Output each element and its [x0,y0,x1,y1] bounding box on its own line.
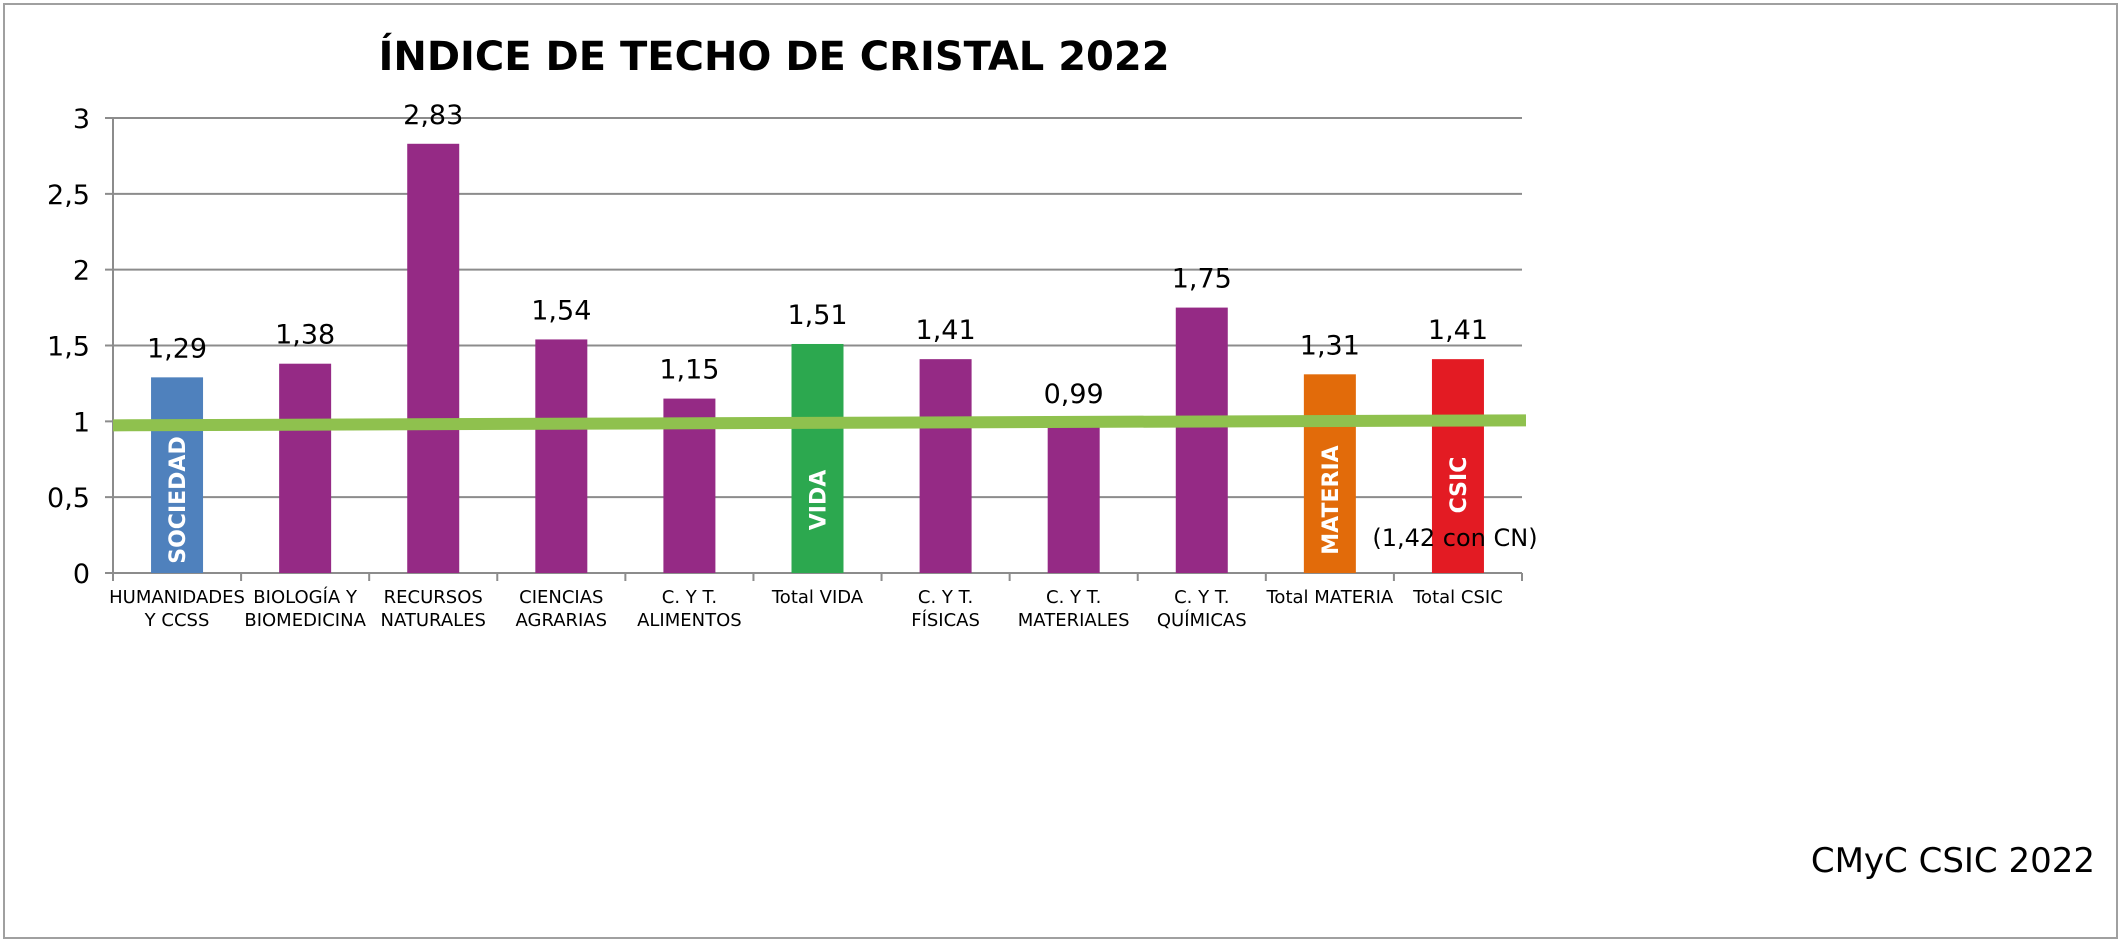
x-category-label: AGRARIAS [516,610,608,631]
x-category-label: C. Y T. [918,587,973,608]
bar-inner-label: CSIC [1447,457,1472,514]
footer-credit: CMyC CSIC 2022 [1811,841,2095,881]
x-category-label: BIOLOGÍA Y [253,586,358,608]
bar [1431,359,1484,573]
data-label: 2,83 [403,100,463,131]
data-label: 1,75 [1172,264,1232,295]
x-category-label: Total CSIC [1412,587,1503,608]
data-label: 1,41 [1428,315,1488,346]
y-tick-label: 0,5 [47,483,90,514]
y-tick-label: 2,5 [47,180,90,211]
data-label: 1,38 [275,320,335,351]
bar-inner-label: VIDA [807,470,832,531]
x-category-label: FÍSICAS [911,609,980,631]
y-tick-label: 3 [73,104,90,135]
bar [279,363,332,573]
bar [1047,422,1100,573]
bar [1303,374,1356,573]
x-category-label: Total MATERIA [1266,587,1394,608]
data-label: 0,99 [1044,379,1104,410]
x-category-label: C. Y T. [1174,587,1229,608]
bar-inner-label: MATERIA [1319,445,1344,554]
chart-frame [3,3,2118,939]
x-category-label: HUMANIDADES [109,587,245,608]
x-category-label: ALIMENTOS [637,610,742,631]
bar [151,377,204,573]
data-label: 1,15 [659,355,719,386]
x-category-label: CIENCIAS [519,587,603,608]
y-tick-label: 1,5 [47,332,90,363]
bar [791,343,844,573]
x-category-label: C. Y T. [1046,587,1101,608]
y-tick-label: 0 [73,559,90,590]
x-category-label: Total VIDA [771,587,864,608]
x-category-label: QUÍMICAS [1157,609,1247,631]
x-category-label: NATURALES [380,610,485,631]
data-label: 1,54 [531,295,591,326]
bar [407,143,460,574]
y-tick-label: 2 [73,256,90,287]
x-category-label: RECURSOS [384,587,483,608]
annotation-text: (1,42 con CN) [1372,524,1537,552]
data-label: 1,29 [147,333,207,364]
reference-line [112,414,1527,432]
bar [535,339,588,573]
x-category-label: MATERIALES [1018,610,1130,631]
bar-inner-label: SOCIEDAD [166,436,191,563]
data-label: 1,51 [787,300,847,331]
bar [919,359,972,573]
x-category-label: BIOMEDICINA [244,610,366,631]
x-category-label: Y CCSS [144,610,210,631]
data-label: 1,41 [916,315,976,346]
bar [1175,307,1228,573]
data-label: 1,31 [1300,330,1360,361]
chart-title: ÍNDICE DE TECHO DE CRISTAL 2022 [378,32,1169,80]
y-tick-label: 1 [73,407,90,438]
x-category-label: C. Y T. [662,587,717,608]
